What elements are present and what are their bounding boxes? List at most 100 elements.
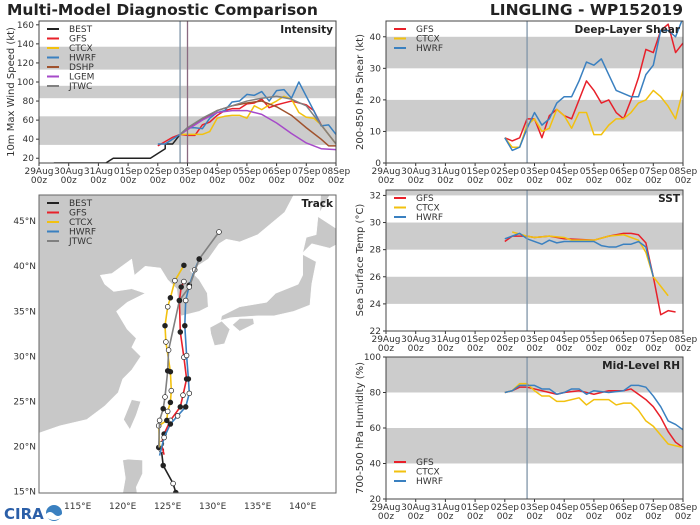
x-tick-label-date: 03Sep — [520, 167, 549, 177]
panel-title: Mid-Level RH — [602, 360, 680, 372]
y-tick-label: 40 — [370, 460, 382, 470]
shaded-band — [386, 357, 683, 393]
legend-label-jtwc: JTWC — [68, 82, 92, 92]
track-point-hwrf — [182, 322, 188, 329]
series-line-gfs — [504, 386, 683, 449]
cira-logo: CIRA — [4, 505, 62, 523]
land-taiwan — [123, 399, 142, 430]
y-tick-label: 26 — [370, 273, 382, 283]
series-line-ctcx — [504, 382, 683, 449]
x-tick-label-date: 08Sep — [322, 167, 351, 177]
track-point-hwrf — [182, 297, 189, 304]
track-point-hwrf — [161, 434, 167, 441]
x-tick-label-date: 30Aug — [54, 167, 83, 177]
legend-label-ctcx: CTCX — [69, 218, 93, 228]
x-tick-label-hour: 00z — [298, 176, 314, 186]
x-tick-label-date: 01Sep — [461, 503, 490, 513]
x-tick-label-hour: 00z — [378, 176, 394, 186]
y-tick-label: 20 — [370, 495, 382, 505]
y-tick-label: 20°N — [13, 443, 36, 453]
x-tick-label-hour: 00z — [586, 344, 602, 354]
x-tick-label-hour: 00z — [497, 176, 513, 186]
y-tick-label: 160 — [17, 21, 34, 31]
land-kyushu — [209, 320, 231, 346]
y-tick-label: 30 — [370, 219, 382, 229]
series-line-jtwc — [157, 231, 220, 448]
x-tick-label-date: 08Sep — [669, 503, 698, 513]
track-point-ctcx — [167, 295, 174, 301]
series-line-lgem — [179, 109, 336, 151]
shaded-band — [386, 190, 683, 196]
land-honshu — [220, 254, 317, 321]
x-tick-label-hour: 00z — [645, 176, 661, 186]
track-point-ctcx — [162, 322, 168, 329]
x-tick-label-date: 08Sep — [669, 335, 698, 345]
x-tick-label-hour: 00z — [497, 344, 513, 354]
track-point-gfs — [177, 404, 184, 410]
y-tick-label: 120 — [17, 59, 34, 69]
series-line-hwrf — [504, 232, 655, 277]
x-tick-label-hour: 00z — [645, 512, 661, 522]
x-tick-label-date: 01Sep — [114, 167, 143, 177]
x-tick-label: 135°E — [244, 502, 272, 512]
y-tick-label: 35°N — [13, 307, 36, 317]
legend-label-gfs: GFS — [416, 25, 434, 35]
series-line-hwrf — [157, 81, 336, 145]
x-tick-label-hour: 00z — [645, 344, 661, 354]
x-tick-label-hour: 00z — [556, 512, 572, 522]
shaded-band — [386, 36, 683, 69]
legend-label-hwrf: HWRF — [416, 213, 443, 223]
y-tick-label: 15°N — [13, 488, 36, 498]
x-tick-label-hour: 00z — [556, 176, 572, 186]
x-tick-label-hour: 00z — [61, 176, 77, 186]
x-tick-label-date: 02Sep — [491, 503, 520, 513]
y-tick-label: 80 — [370, 389, 382, 399]
plot-frame — [38, 194, 337, 494]
series-line-jtwc — [179, 95, 336, 145]
track-point-ctcx — [164, 417, 170, 424]
x-tick-label-hour: 00z — [378, 344, 394, 354]
y-tick-label: 25°N — [13, 397, 36, 407]
track-point-best — [160, 462, 166, 469]
plot-frame — [38, 20, 337, 164]
y-axis-label: 700-500 hPa Humidity (%) — [355, 362, 366, 494]
x-tick-label-date: 05Sep — [233, 167, 262, 177]
track-point-jtwc — [196, 256, 202, 262]
x-tick-label-date: 07Sep — [639, 503, 668, 513]
panel-title: Intensity — [280, 24, 333, 36]
y-axis-label: 10m Max Wind Speed (kt) — [6, 27, 17, 157]
chart-deep-layer-shear: 01020304029Aug00z30Aug00z31Aug00z01Sep00… — [355, 20, 697, 186]
y-tick-label: 30 — [370, 64, 382, 74]
x-tick-label-date: 29Aug — [371, 167, 400, 177]
legend-label-ctcx: CTCX — [416, 204, 440, 214]
track-point-hwrf — [182, 404, 189, 410]
x-tick-label-date: 02Sep — [491, 167, 520, 177]
x-tick-label-hour: 00z — [90, 176, 106, 186]
x-tick-label-hour: 00z — [586, 512, 602, 522]
series-line-hwrf — [504, 21, 683, 152]
plot-area — [386, 21, 683, 152]
y-axis-label: Sea Surface Temp (°C) — [355, 204, 366, 317]
panel-title: SST — [658, 193, 681, 205]
x-tick-label-hour: 00z — [120, 176, 136, 186]
x-tick-label-hour: 00z — [378, 512, 394, 522]
legend-label-gfs: GFS — [69, 35, 87, 45]
track-point-hwrf — [186, 390, 193, 397]
series-line-ctcx — [180, 95, 336, 145]
x-tick-label-date: 06Sep — [609, 167, 638, 177]
series-line-hwrf — [504, 384, 683, 431]
x-tick-label-date: 01Sep — [461, 167, 490, 177]
legend-label-jtwc: JTWC — [68, 237, 92, 247]
panel-title: Track — [302, 198, 334, 210]
x-tick-label-hour: 00z — [586, 176, 602, 186]
x-tick-label-hour: 00z — [408, 176, 424, 186]
x-tick-label-hour: 00z — [328, 176, 344, 186]
x-tick-label-hour: 00z — [467, 512, 483, 522]
x-tick-label-hour: 00z — [150, 176, 166, 186]
shaded-band — [386, 428, 683, 464]
y-tick-label: 140 — [17, 40, 34, 50]
plot-frame — [385, 189, 684, 332]
x-tick-label-hour: 00z — [209, 176, 225, 186]
x-tick-label-date: 30Aug — [401, 335, 430, 345]
